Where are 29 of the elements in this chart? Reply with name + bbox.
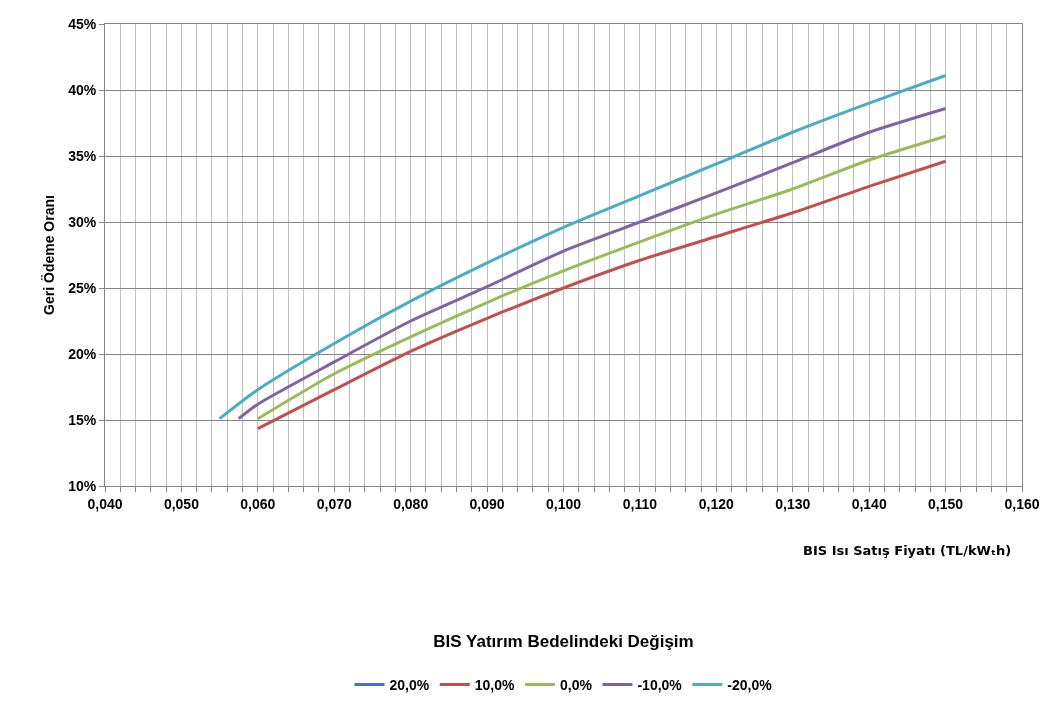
x-tick-label: 0,130: [775, 495, 811, 512]
y-tick-label: 15%: [68, 411, 97, 428]
x-axis-title: BIS Isı Satış Fiyatı (TL/kWₜh): [803, 543, 1012, 558]
x-tick-label: 0,090: [469, 495, 505, 512]
y-tick-label: 30%: [68, 213, 97, 230]
y-tick-label: 25%: [68, 279, 97, 296]
y-tick-label: 40%: [68, 81, 97, 98]
x-tick-label: 0,070: [316, 495, 352, 512]
legend-label: 20,0%: [389, 676, 430, 693]
x-tick-label: 0,160: [1004, 495, 1040, 512]
legend-label: 10,0%: [474, 676, 515, 693]
legend-label: 0,0%: [560, 676, 593, 693]
y-tick-label: 45%: [68, 15, 97, 32]
y-tick-label: 10%: [68, 477, 97, 494]
y-tick-label: 35%: [68, 147, 97, 164]
x-tick-label: 0,140: [851, 495, 887, 512]
x-tick-label: 0,120: [698, 495, 735, 512]
x-tick-label: 0,050: [163, 495, 200, 512]
y-axis-title: Geri Ödeme Oranı: [40, 195, 57, 315]
y-tick-label: 20%: [68, 345, 97, 362]
legend-title: BIS Yatırım Bedelindeki Değişim: [433, 631, 694, 651]
x-tick-label: 0,040: [87, 495, 123, 512]
legend-label: -20,0%: [727, 676, 773, 693]
legend-label: -10,0%: [637, 676, 683, 693]
x-tick-label: 0,060: [240, 495, 276, 512]
x-tick-label: 0,110: [622, 495, 658, 512]
x-tick-label: 0,080: [393, 495, 429, 512]
x-tick-label: 0,100: [545, 495, 582, 512]
x-tick-label: 0,150: [928, 495, 964, 512]
